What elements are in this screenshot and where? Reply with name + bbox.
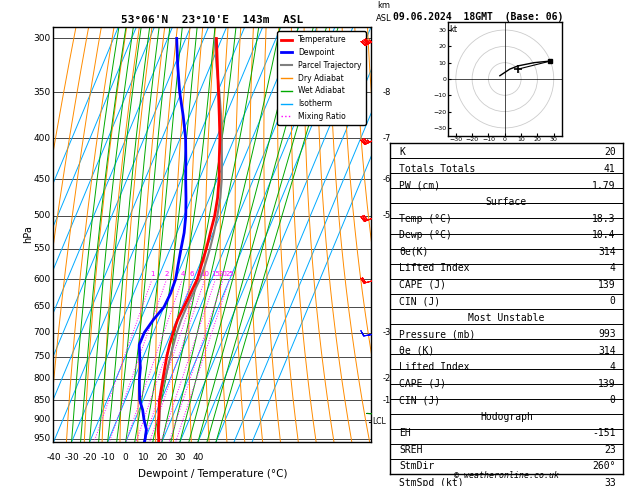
Text: EH: EH bbox=[399, 428, 411, 438]
Text: SREH: SREH bbox=[399, 445, 423, 455]
Text: θe (K): θe (K) bbox=[399, 346, 435, 356]
Text: PW (cm): PW (cm) bbox=[399, 180, 440, 191]
Text: km: km bbox=[377, 1, 391, 10]
Text: Lifted Index: Lifted Index bbox=[399, 362, 470, 372]
Text: -2: -2 bbox=[382, 375, 391, 383]
Text: 139: 139 bbox=[598, 279, 616, 290]
Text: 350: 350 bbox=[33, 87, 50, 97]
Text: © weatheronline.co.uk: © weatheronline.co.uk bbox=[454, 471, 559, 480]
Text: -151: -151 bbox=[593, 428, 616, 438]
Text: 314: 314 bbox=[598, 246, 616, 257]
Text: 2: 2 bbox=[165, 271, 169, 277]
Text: -6: -6 bbox=[382, 175, 391, 184]
Title: 53°06'N  23°10'E  143m  ASL: 53°06'N 23°10'E 143m ASL bbox=[121, 15, 303, 25]
Text: 10.4: 10.4 bbox=[593, 230, 616, 240]
Text: 33: 33 bbox=[604, 478, 616, 486]
Text: 4: 4 bbox=[610, 263, 616, 273]
Text: -20: -20 bbox=[82, 452, 97, 462]
Text: StmDir: StmDir bbox=[399, 461, 435, 471]
Text: ASL: ASL bbox=[376, 14, 392, 22]
Text: 6: 6 bbox=[190, 271, 194, 277]
Text: Dewp (°C): Dewp (°C) bbox=[399, 230, 452, 240]
Text: -10: -10 bbox=[100, 452, 115, 462]
Text: 25: 25 bbox=[225, 271, 234, 277]
Text: 400: 400 bbox=[33, 134, 50, 143]
Text: 1: 1 bbox=[150, 271, 154, 277]
Text: hPa: hPa bbox=[23, 226, 33, 243]
Text: StmSpd (kt): StmSpd (kt) bbox=[399, 478, 464, 486]
Text: -30: -30 bbox=[64, 452, 79, 462]
Text: CIN (J): CIN (J) bbox=[399, 296, 440, 306]
Text: 30: 30 bbox=[174, 452, 186, 462]
Text: -1: -1 bbox=[382, 396, 391, 404]
Text: Surface: Surface bbox=[486, 197, 527, 207]
Text: -5: -5 bbox=[382, 211, 391, 220]
Text: 600: 600 bbox=[33, 275, 50, 284]
Text: -8: -8 bbox=[382, 87, 391, 97]
Text: 10: 10 bbox=[201, 271, 209, 277]
Text: Dewpoint / Temperature (°C): Dewpoint / Temperature (°C) bbox=[138, 469, 287, 479]
Text: -40: -40 bbox=[46, 452, 61, 462]
Text: 20: 20 bbox=[156, 452, 167, 462]
Text: Totals Totals: Totals Totals bbox=[399, 164, 476, 174]
Text: Pressure (mb): Pressure (mb) bbox=[399, 329, 476, 339]
Text: 900: 900 bbox=[33, 416, 50, 424]
Legend: Temperature, Dewpoint, Parcel Trajectory, Dry Adiabat, Wet Adiabat, Isotherm, Mi: Temperature, Dewpoint, Parcel Trajectory… bbox=[277, 32, 365, 125]
Text: 20: 20 bbox=[219, 271, 228, 277]
Text: 23: 23 bbox=[604, 445, 616, 455]
Text: 41: 41 bbox=[604, 164, 616, 174]
Text: Lifted Index: Lifted Index bbox=[399, 263, 470, 273]
Text: -7: -7 bbox=[382, 134, 391, 143]
Text: 8: 8 bbox=[197, 271, 201, 277]
Text: 0: 0 bbox=[610, 395, 616, 405]
Text: 139: 139 bbox=[598, 379, 616, 389]
Text: 800: 800 bbox=[33, 375, 50, 383]
Text: 650: 650 bbox=[33, 302, 50, 312]
Text: -3: -3 bbox=[382, 328, 391, 337]
Text: 950: 950 bbox=[33, 434, 50, 443]
Text: 500: 500 bbox=[33, 211, 50, 220]
Text: 0: 0 bbox=[123, 452, 128, 462]
Text: θe(K): θe(K) bbox=[399, 246, 429, 257]
Text: CIN (J): CIN (J) bbox=[399, 395, 440, 405]
Text: 09.06.2024  18GMT  (Base: 06): 09.06.2024 18GMT (Base: 06) bbox=[393, 12, 564, 22]
Text: CAPE (J): CAPE (J) bbox=[399, 279, 447, 290]
Text: 20: 20 bbox=[604, 147, 616, 157]
Text: Most Unstable: Most Unstable bbox=[468, 312, 545, 323]
Text: LCL: LCL bbox=[372, 417, 386, 426]
Text: 1.79: 1.79 bbox=[593, 180, 616, 191]
Text: CAPE (J): CAPE (J) bbox=[399, 379, 447, 389]
Text: 450: 450 bbox=[33, 175, 50, 184]
Text: 4: 4 bbox=[180, 271, 184, 277]
Text: Temp (°C): Temp (°C) bbox=[399, 213, 452, 224]
Text: 10: 10 bbox=[138, 452, 150, 462]
Text: kt: kt bbox=[449, 25, 457, 34]
Text: 15: 15 bbox=[211, 271, 220, 277]
Text: 850: 850 bbox=[33, 396, 50, 404]
Text: 4: 4 bbox=[610, 362, 616, 372]
Text: Hodograph: Hodograph bbox=[480, 412, 533, 422]
Text: 314: 314 bbox=[598, 346, 616, 356]
Text: 40: 40 bbox=[192, 452, 204, 462]
Text: K: K bbox=[399, 147, 405, 157]
Text: 550: 550 bbox=[33, 244, 50, 253]
Text: 260°: 260° bbox=[593, 461, 616, 471]
Text: 700: 700 bbox=[33, 328, 50, 337]
Text: 300: 300 bbox=[33, 34, 50, 43]
Text: 750: 750 bbox=[33, 352, 50, 361]
Text: 993: 993 bbox=[598, 329, 616, 339]
Text: 18.3: 18.3 bbox=[593, 213, 616, 224]
Text: 0: 0 bbox=[610, 296, 616, 306]
